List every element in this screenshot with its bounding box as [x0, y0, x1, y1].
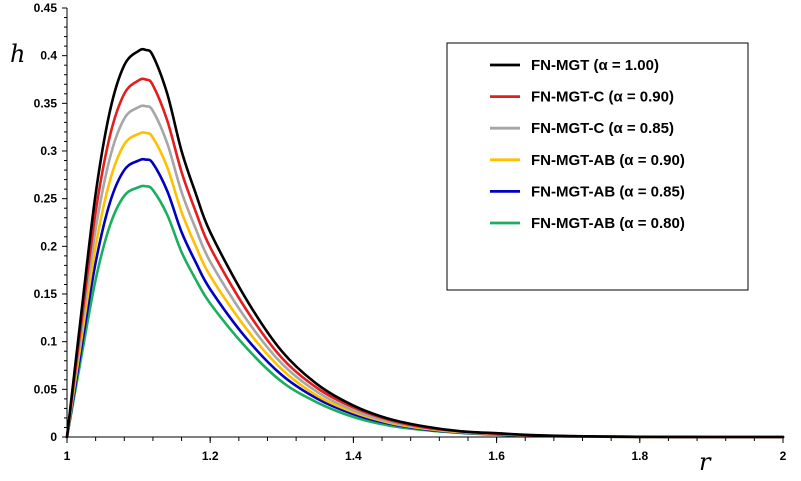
legend-entry-label: FN-MGT-AB (α = 0.80) [531, 215, 685, 232]
legend-box [446, 42, 749, 291]
legend-entry-label: FN-MGT-C (α = 0.85) [531, 120, 674, 137]
legend-entry-label: FN-MGT (α = 1.00) [531, 57, 659, 74]
legend: FN-MGT (α = 1.00) FN-MGT-C (α = 0.90) FN-M… [446, 42, 749, 291]
y-tick-label: 0 [50, 430, 57, 444]
legend-entry-label: FN-MGT-AB (α = 0.85) [531, 183, 685, 200]
y-tick-label: 0.3 [40, 144, 57, 158]
y-tick-label: 0.1 [40, 335, 57, 349]
ticks-layer: 0 0.05 0.1 0.15 0.2 0.25 0.3 0.35 0.4 0.45 1 1.2 1.4… [34, 1, 787, 463]
x-tick-label: 1.4 [345, 449, 362, 463]
axes-layer [66, 8, 783, 438]
y-tick-label: 0.45 [34, 1, 58, 15]
x-tick-label: 1.2 [202, 449, 219, 463]
legend-entry-label: FN-MGT-AB (α = 0.90) [531, 152, 685, 169]
y-tick-label: 0.15 [34, 287, 58, 301]
x-tick-label: 1.6 [488, 449, 505, 463]
y-tick-label: 0.4 [40, 49, 57, 63]
x-axis-title: r [699, 448, 712, 476]
y-tick-label: 0.25 [34, 192, 58, 206]
y-tick-label: 0.2 [40, 239, 57, 253]
y-tick-label: 0.05 [34, 382, 58, 396]
x-tick-label: 2 [780, 449, 787, 463]
legend-items: FN-MGT (α = 1.00) FN-MGT-C (α = 0.90) FN-M… [490, 57, 685, 232]
y-tick-label: 0.35 [34, 96, 58, 110]
legend-entry-label: FN-MGT-C (α = 0.90) [531, 89, 674, 106]
x-tick-label: 1.8 [631, 449, 648, 463]
x-tick-label: 1 [64, 449, 71, 463]
y-axis-title: h [10, 40, 25, 68]
